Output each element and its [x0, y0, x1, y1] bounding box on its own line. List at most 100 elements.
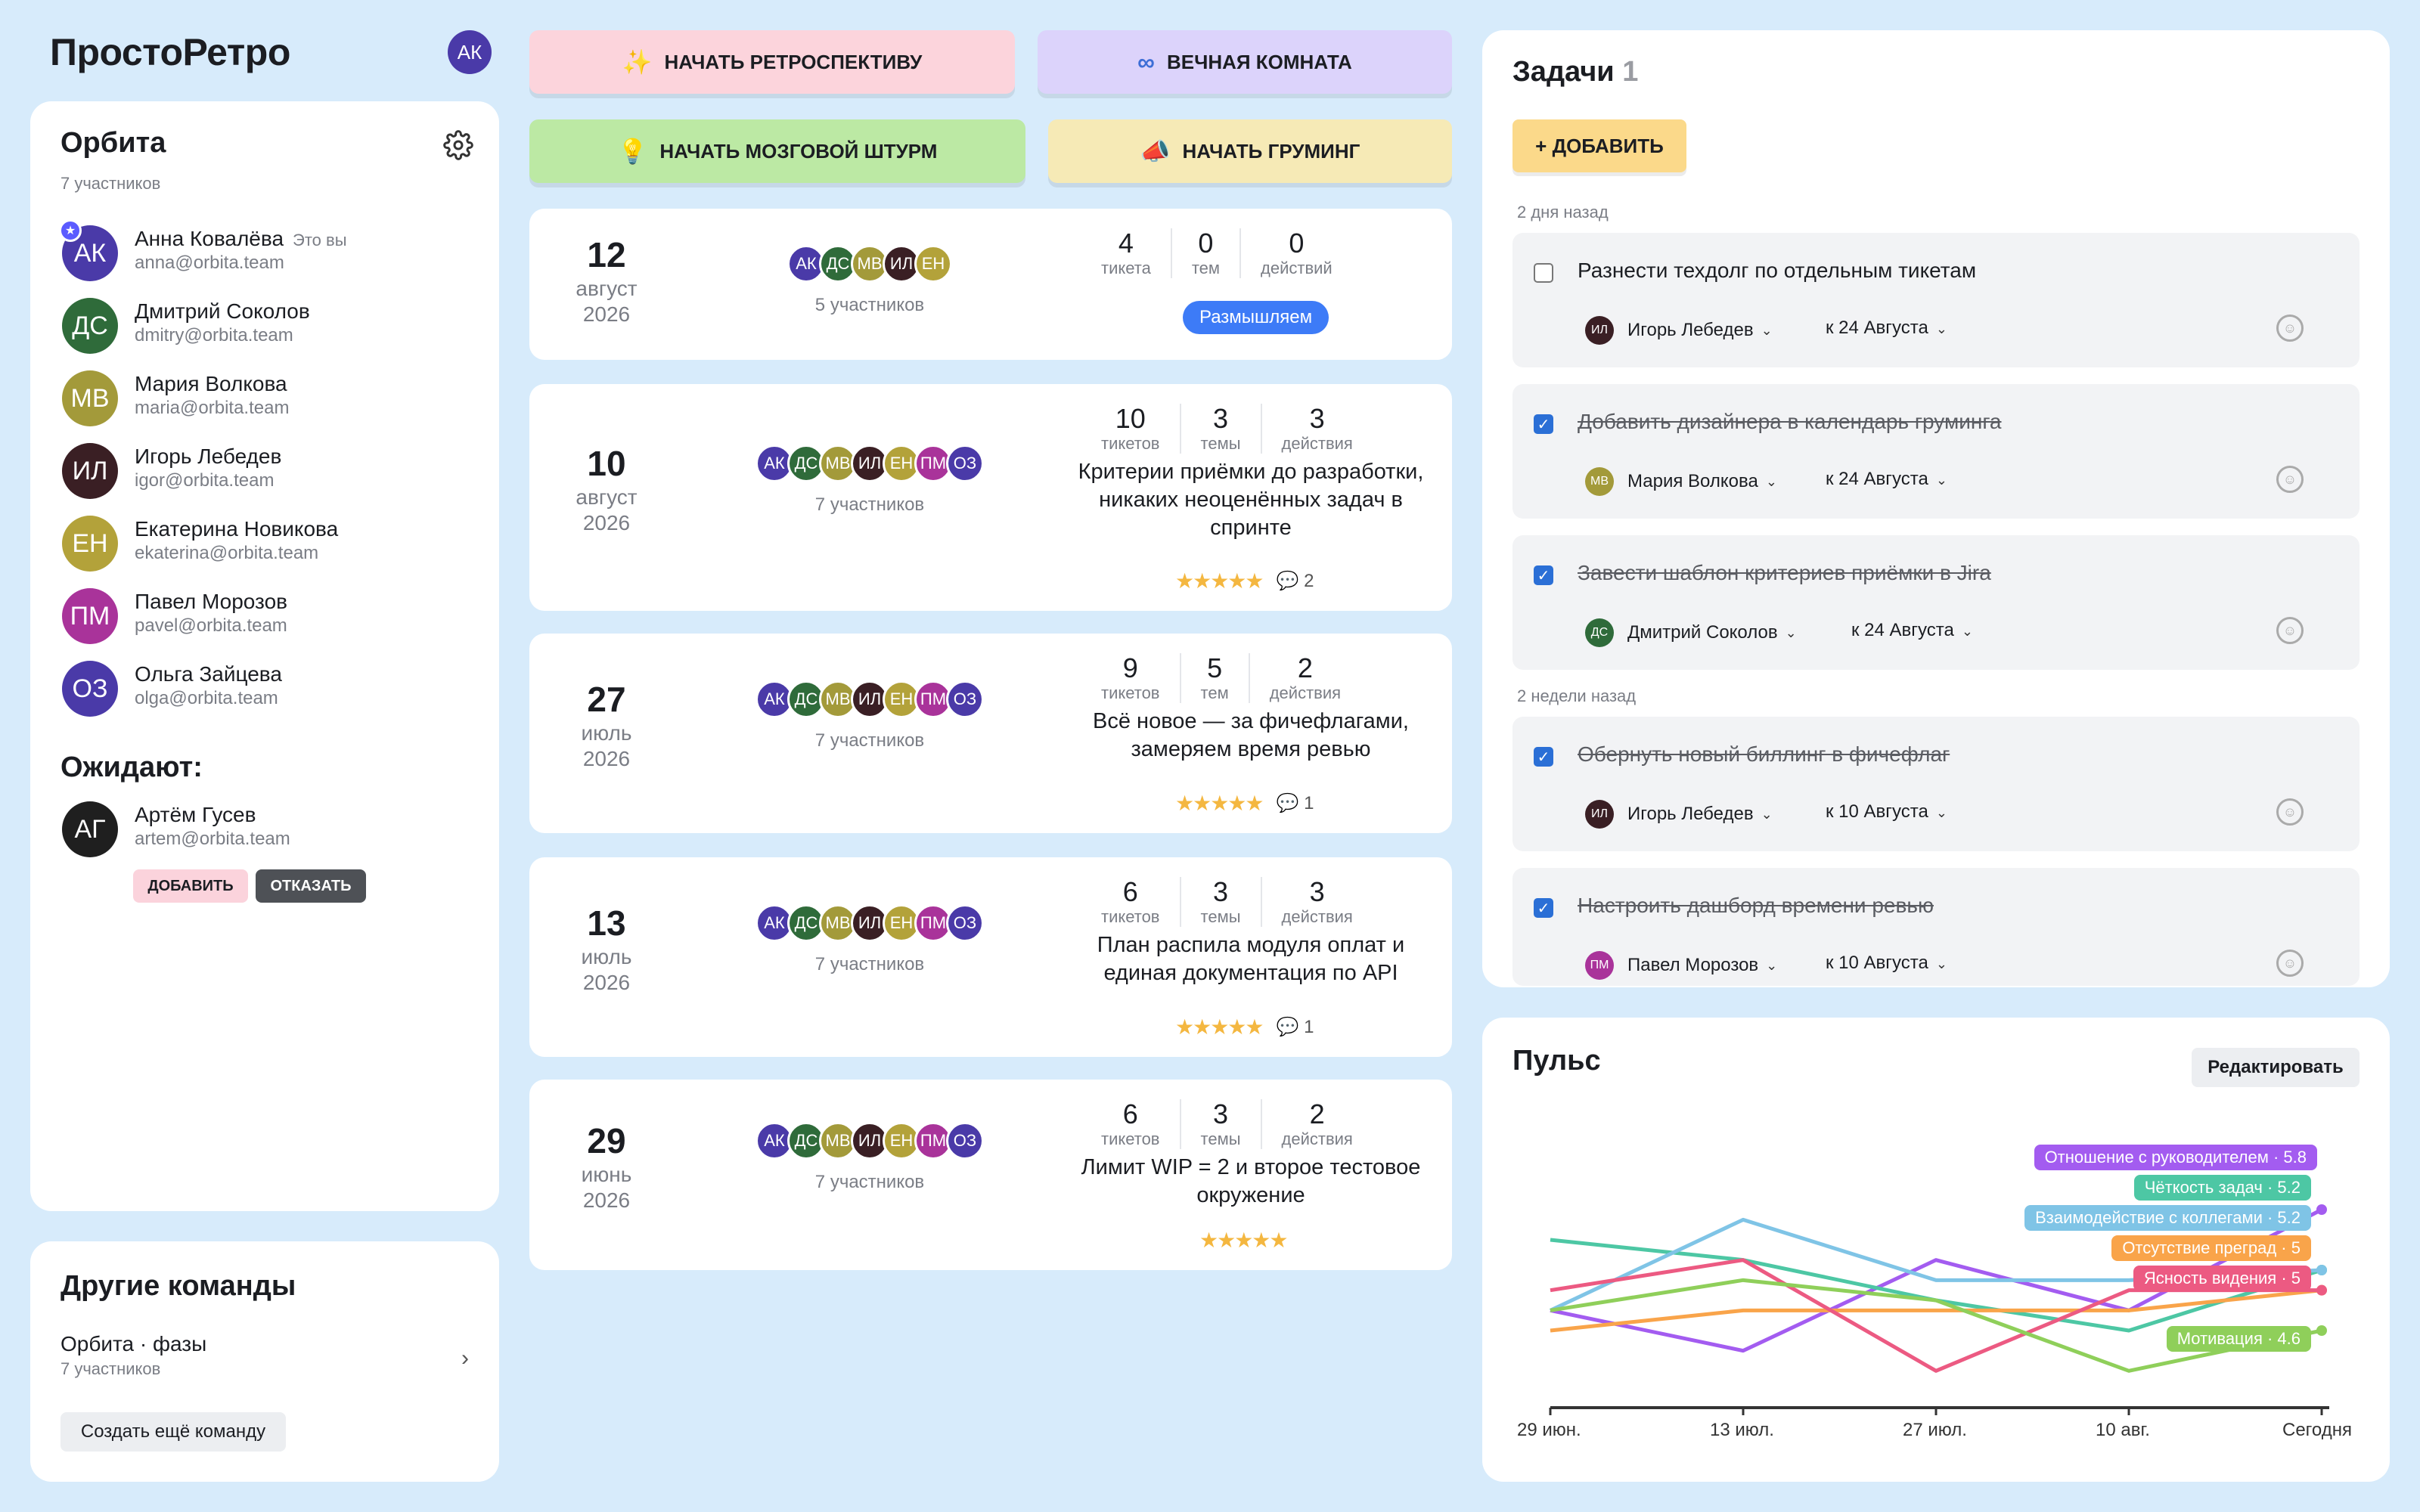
task-assignee[interactable]: ИЛ Игорь Лебедев ⌄ — [1585, 800, 1773, 829]
add-task-button[interactable]: + ДОБАВИТЬ — [1512, 119, 1686, 172]
retro-date: 29 июнь 2026 — [581, 1121, 632, 1212]
tasks-count: 1 — [1622, 56, 1639, 88]
task-checkbox[interactable]: ✓ — [1534, 565, 1553, 585]
task-checkbox[interactable]: ✓ — [1534, 747, 1553, 767]
member-email: pavel@orbita.team — [135, 615, 287, 636]
participants-count: 7 участников — [814, 730, 925, 751]
rating-stars: ★★★★★ — [1199, 1228, 1289, 1252]
task-item: Разнести техдолг по отдельным тикетам ИЛ… — [1512, 233, 2360, 367]
retro-card[interactable]: 12 август 2026 АК ДС МВ ИЛ ЕН 5 участников 4 ти… — [529, 209, 1452, 360]
member-name: Екатерина Новикова — [135, 517, 339, 541]
accept-button[interactable]: ДОБАВИТЬ — [133, 869, 248, 903]
task-due[interactable]: к 24 Августа ⌄ — [1826, 318, 1947, 338]
avatar: АК — [755, 680, 793, 718]
avatar: ДС — [1585, 618, 1614, 647]
chevron-down-icon: ⌄ — [1935, 805, 1947, 820]
avatar: МВ — [62, 370, 118, 426]
avatar: ПМ — [914, 1122, 952, 1160]
x-tick-label: 13 июл. — [1710, 1420, 1774, 1440]
start-brainstorm-label: НАЧАТЬ МОЗГОВОЙ ШТУРМ — [659, 139, 938, 163]
edit-pulse-button[interactable]: Редактировать — [2192, 1048, 2360, 1087]
settings-gear-icon[interactable] — [443, 130, 473, 160]
task-checkbox[interactable] — [1534, 263, 1553, 283]
app-logo[interactable]: ПростоРетро — [50, 31, 290, 73]
reaction-icon[interactable]: ☺ — [2276, 466, 2304, 493]
reject-button[interactable]: ОТКАЗАТЬ — [256, 869, 366, 903]
task-assignee[interactable]: МВ Мария Волкова ⌄ — [1585, 467, 1777, 496]
avatar: ОЗ — [946, 680, 984, 718]
retro-card[interactable]: 27 июль 2026 АК ДС МВ ИЛ ЕН ПМ ОЗ 7 участников 9… — [529, 634, 1452, 833]
participants-count: 5 участников — [814, 295, 925, 315]
retro-card[interactable]: 13 июль 2026 АК ДС МВ ИЛ ЕН ПМ ОЗ 7 участников 6… — [529, 857, 1452, 1057]
task-text[interactable]: Разнести техдолг по отдельным тикетам — [1578, 259, 1977, 282]
chevron-down-icon: ⌄ — [1961, 624, 1973, 639]
other-teams-card: Другие команды Орбита · фазы 7 участнико… — [30, 1241, 499, 1482]
member-name: Артём Гусев — [135, 803, 256, 826]
retro-date: 13 июль 2026 — [581, 903, 632, 994]
reaction-icon[interactable]: ☺ — [2276, 617, 2304, 644]
avatar: ПМ — [914, 445, 952, 482]
task-item: ✓ Завести шаблон критериев приёмки в Jir… — [1512, 535, 2360, 670]
avatar: ЕН — [883, 1122, 920, 1160]
member-name: Павел Морозов — [135, 590, 288, 613]
retro-card[interactable]: 29 июнь 2026 АК ДС МВ ИЛ ЕН ПМ ОЗ 7 участников 6… — [529, 1080, 1452, 1270]
task-assignee[interactable]: ДС Дмитрий Соколов ⌄ — [1585, 618, 1797, 647]
start-grooming-button[interactable]: 📣 НАЧАТЬ ГРУМИНГ — [1048, 119, 1452, 183]
waiting-title: Ожидают: — [60, 751, 203, 783]
task-text[interactable]: Завести шаблон критериев приёмки в Jira — [1578, 561, 1991, 584]
task-text[interactable]: Настроить дашборд времени ревью — [1578, 894, 1934, 917]
avatar: ПМ — [1585, 951, 1614, 980]
task-assignee[interactable]: ИЛ Игорь Лебедев ⌄ — [1585, 316, 1773, 345]
task-checkbox[interactable]: ✓ — [1534, 898, 1553, 918]
retro-stats: 9 тикетов 5 тем 2 действия — [1081, 653, 1360, 703]
task-due[interactable]: к 10 Августа ⌄ — [1826, 953, 1947, 973]
avatar: ЕН — [883, 904, 920, 942]
reaction-icon[interactable]: ☺ — [2276, 798, 2304, 826]
member-email: maria@orbita.team — [135, 398, 290, 418]
series-label: Мотивация · 4.6 — [2166, 1326, 2311, 1352]
chevron-down-icon: ⌄ — [1766, 957, 1778, 973]
start-retro-label: НАЧАТЬ РЕТРОСПЕКТИВУ — [664, 50, 923, 73]
start-retro-button[interactable]: ✨ НАЧАТЬ РЕТРОСПЕКТИВУ — [529, 30, 1015, 94]
avatar: ДС — [62, 298, 118, 354]
series-label: Отсутствие преград · 5 — [2111, 1235, 2311, 1261]
team-link-count: 7 участников — [60, 1359, 161, 1378]
retro-date: 27 июль 2026 — [581, 680, 632, 770]
comment-count: 💬 1 — [1276, 793, 1314, 813]
participant-avatars: АК ДС МВ ИЛ ЕН — [787, 245, 952, 283]
task-text[interactable]: Добавить дизайнера в календарь груминга — [1578, 410, 2002, 433]
member-email: anna@orbita.team — [135, 253, 284, 273]
team-link-orbita-phases[interactable]: Орбита · фазы 7 участников › — [60, 1332, 469, 1380]
task-assignee[interactable]: ПМ Павел Морозов ⌄ — [1585, 951, 1777, 980]
team-link-name: Орбита · фазы — [60, 1332, 207, 1356]
eternal-room-button[interactable]: ∞ ВЕЧНАЯ КОМНАТА — [1038, 30, 1452, 94]
tasks-title: Задачи 1 — [1512, 56, 1639, 88]
member-email: igor@orbita.team — [135, 470, 275, 491]
retro-title: План распила модуля оплат и единая докум… — [1097, 933, 1405, 985]
chevron-down-icon: ⌄ — [1935, 472, 1947, 488]
task-due[interactable]: к 10 Августа ⌄ — [1826, 801, 1947, 822]
user-avatar[interactable]: АК — [448, 30, 492, 74]
avatar: ЕН — [914, 245, 952, 283]
reaction-icon[interactable]: ☺ — [2276, 950, 2304, 977]
member-row: ИЛ Игорь Лебедев igor@orbita.team — [62, 440, 486, 508]
start-brainstorm-button[interactable]: 💡 НАЧАТЬ МОЗГОВОЙ ШТУРМ — [529, 119, 1025, 183]
participant-avatars: АК ДС МВ ИЛ ЕН ПМ ОЗ — [755, 445, 984, 482]
lightbulb-icon: 💡 — [617, 138, 648, 165]
reaction-icon[interactable]: ☺ — [2276, 314, 2304, 342]
rating-stars: ★★★★★ 💬 1 — [1175, 792, 1314, 815]
retro-stats: 4 тикета 0 тем 0 действий — [1081, 228, 1352, 278]
participant-avatars: АК ДС МВ ИЛ ЕН ПМ ОЗ — [755, 904, 984, 942]
task-checkbox[interactable]: ✓ — [1534, 414, 1553, 434]
task-due[interactable]: к 24 Августа ⌄ — [1826, 469, 1947, 489]
task-item: ✓ Настроить дашборд времени ревью ПМ Паве… — [1512, 868, 2360, 986]
task-text[interactable]: Обернуть новый биллинг в фичефлаг — [1578, 742, 1950, 766]
create-team-button[interactable]: Создать ещё команду — [60, 1412, 286, 1452]
eternal-room-label: ВЕЧНАЯ КОМНАТА — [1166, 50, 1352, 73]
retro-card[interactable]: 10 август 2026 АК ДС МВ ИЛ ЕН ПМ ОЗ 7 участников… — [529, 384, 1452, 611]
retro-date: 10 август 2026 — [576, 444, 638, 534]
member-name: Дмитрий Соколов — [135, 299, 310, 323]
avatar: МВ — [819, 1122, 857, 1160]
member-name: Анна Ковалёва Это вы — [135, 227, 347, 250]
task-due[interactable]: к 24 Августа ⌄ — [1851, 620, 1973, 640]
